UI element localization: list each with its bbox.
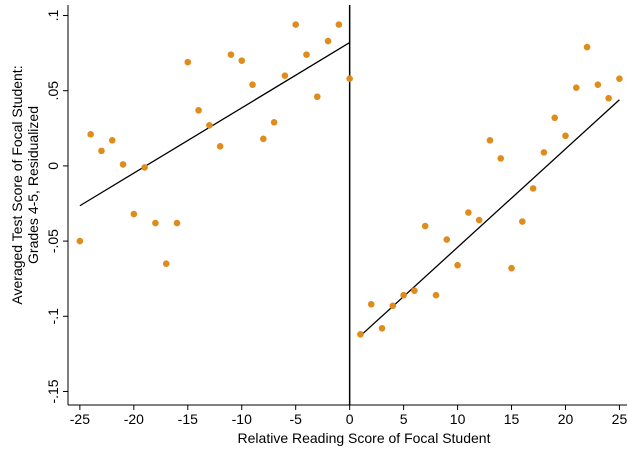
point <box>400 291 407 299</box>
y-tick-label: -.05 <box>45 229 61 253</box>
point <box>130 210 138 218</box>
point <box>519 218 526 225</box>
point <box>335 21 343 28</box>
point <box>475 216 483 224</box>
point <box>76 237 84 245</box>
point <box>551 114 558 122</box>
point <box>605 94 612 102</box>
point <box>562 132 569 140</box>
point <box>98 147 105 155</box>
x-tick-label: -5 <box>289 411 302 427</box>
point <box>227 51 235 58</box>
x-tick-label: -25 <box>70 411 90 427</box>
point <box>260 135 267 143</box>
y-tick-label: 0 <box>45 162 61 170</box>
point <box>378 325 386 332</box>
point <box>572 84 580 92</box>
x-tick-label: -10 <box>232 411 252 427</box>
fit-line <box>79 42 350 207</box>
point <box>141 164 148 171</box>
point <box>411 287 418 295</box>
point <box>313 93 321 101</box>
point <box>389 302 397 310</box>
point <box>594 81 602 88</box>
point <box>540 149 548 156</box>
point <box>195 106 202 114</box>
point <box>324 37 332 45</box>
point <box>529 185 537 192</box>
point <box>206 122 213 129</box>
point <box>486 137 494 144</box>
x-tick-label: 15 <box>504 411 520 427</box>
y-axis-label: Grades 4-5, Residualized <box>25 106 41 264</box>
point <box>249 81 256 88</box>
x-tick-label: 5 <box>400 411 408 427</box>
y-tick-label: -.15 <box>45 379 61 403</box>
point <box>616 75 623 82</box>
y-axis-label: Averaged Test Score of Focal Student: <box>9 65 25 304</box>
point <box>443 236 451 243</box>
point <box>421 222 429 230</box>
point <box>454 261 461 269</box>
x-axis-label: Relative Reading Score of Focal Student <box>238 430 491 446</box>
point <box>162 260 170 267</box>
point <box>432 291 440 299</box>
point <box>184 58 192 66</box>
x-tick-label: 10 <box>450 411 466 427</box>
point <box>270 118 278 126</box>
point <box>346 75 353 82</box>
point <box>465 209 472 216</box>
y-tick-label: -.1 <box>45 308 61 325</box>
x-tick-label: 0 <box>346 411 354 427</box>
x-tick-label: -15 <box>178 411 198 427</box>
point <box>216 143 224 150</box>
point <box>119 161 127 168</box>
point <box>87 131 94 138</box>
x-tick-label: -20 <box>124 411 144 427</box>
point <box>108 137 116 144</box>
point <box>152 219 159 227</box>
point <box>238 57 246 64</box>
x-tick-label: 20 <box>558 411 574 427</box>
point <box>173 219 181 227</box>
point <box>357 331 364 338</box>
point <box>303 51 310 58</box>
point <box>281 72 289 79</box>
point <box>508 264 515 272</box>
x-tick-label: 25 <box>612 411 628 427</box>
point <box>583 43 591 51</box>
point <box>367 300 375 308</box>
fit-line <box>360 99 620 337</box>
y-tick-label: .05 <box>45 81 61 101</box>
y-tick-label: .1 <box>45 9 61 21</box>
point <box>497 155 505 162</box>
point <box>292 21 300 28</box>
